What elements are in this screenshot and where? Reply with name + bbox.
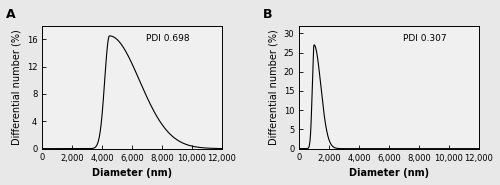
Text: PDI 0.307: PDI 0.307 [403, 34, 447, 43]
Text: B: B [263, 8, 272, 21]
Y-axis label: Differential number (%): Differential number (%) [11, 29, 21, 145]
X-axis label: Diameter (nm): Diameter (nm) [349, 168, 429, 178]
Text: PDI 0.698: PDI 0.698 [146, 34, 190, 43]
X-axis label: Diameter (nm): Diameter (nm) [92, 168, 172, 178]
Text: A: A [6, 8, 16, 21]
Y-axis label: Differential number (%): Differential number (%) [268, 29, 278, 145]
